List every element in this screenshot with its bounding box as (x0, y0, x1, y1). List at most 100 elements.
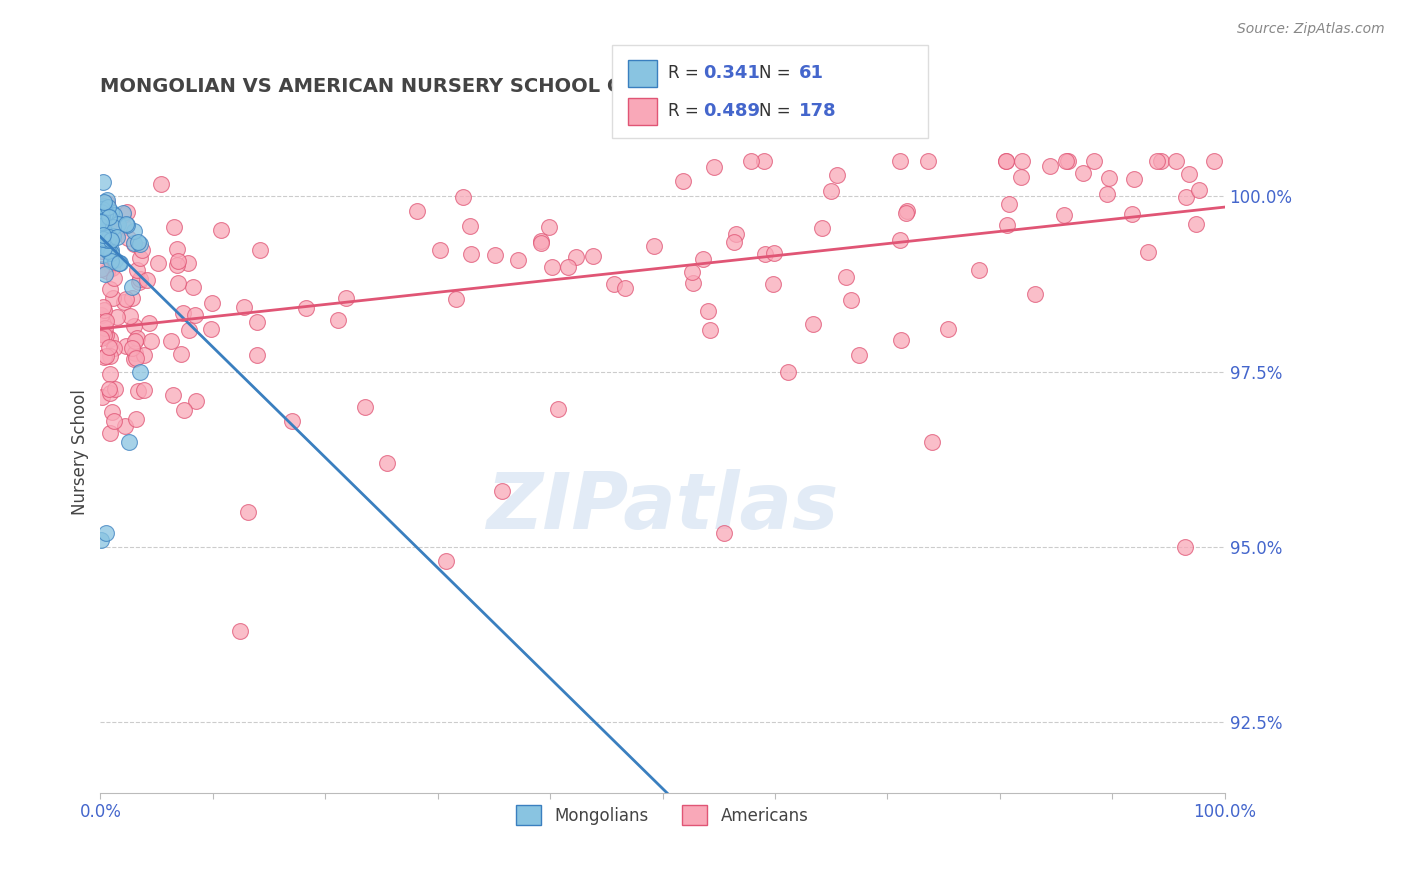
Point (96, 193, 118, 207)
Point (166, 254, 188, 268)
Point (917, 154, 939, 169)
Legend: Mongolians, Americans: Mongolians, Americans (510, 798, 815, 832)
Point (889, 154, 911, 169)
Point (98, 282, 121, 296)
Point (98, 332, 121, 346)
Point (111, 205, 134, 219)
Point (96, 263, 118, 277)
Point (91, 201, 114, 215)
Point (246, 315, 269, 329)
Point (93, 311, 115, 326)
Text: 178: 178 (799, 103, 837, 120)
Point (122, 237, 145, 252)
Point (723, 235, 745, 249)
Point (889, 233, 911, 247)
Point (90, 326, 112, 341)
Point (103, 341, 125, 355)
Point (105, 310, 128, 324)
Point (994, 154, 1017, 169)
Point (557, 260, 579, 274)
Point (129, 272, 152, 286)
Point (117, 218, 139, 232)
Point (811, 220, 834, 235)
Point (98, 426, 121, 441)
Point (967, 263, 990, 277)
Point (146, 255, 169, 269)
Point (697, 304, 720, 318)
Point (122, 224, 145, 238)
Point (98, 367, 121, 381)
Point (90, 209, 112, 223)
Point (150, 177, 173, 191)
Point (1024, 287, 1046, 301)
Point (93, 195, 115, 210)
Point (754, 247, 776, 261)
Point (96, 349, 118, 363)
Point (249, 243, 271, 257)
Point (547, 401, 569, 416)
Text: 61: 61 (799, 64, 824, 82)
Point (91, 301, 114, 315)
Point (713, 526, 735, 541)
Point (96, 233, 118, 247)
Point (93, 351, 115, 365)
Text: MONGOLIAN VS AMERICAN NURSERY SCHOOL CORRELATION CHART: MONGOLIAN VS AMERICAN NURSERY SCHOOL COR… (100, 78, 841, 96)
Point (93, 218, 115, 232)
Point (162, 388, 184, 402)
Point (703, 160, 725, 174)
Y-axis label: Nursery School: Nursery School (72, 389, 89, 516)
Point (103, 414, 125, 428)
Text: 0.489: 0.489 (703, 103, 761, 120)
Point (127, 235, 149, 250)
Point (752, 154, 775, 169)
Point (236, 505, 259, 519)
Point (820, 185, 842, 199)
Point (776, 365, 799, 379)
Point (94, 207, 117, 221)
Point (101, 404, 124, 418)
Point (229, 624, 252, 639)
Point (98, 386, 121, 401)
Point (1056, 154, 1078, 169)
Point (173, 403, 195, 417)
Text: R =: R = (668, 103, 704, 120)
Point (128, 275, 150, 289)
Point (125, 412, 148, 426)
Point (91, 248, 114, 262)
Point (110, 256, 132, 270)
Point (375, 456, 398, 470)
Point (740, 154, 762, 169)
Point (98, 229, 121, 244)
Point (176, 256, 198, 270)
Text: ZIPatlas: ZIPatlas (486, 468, 838, 545)
Point (90, 219, 112, 233)
Point (1164, 154, 1187, 169)
Point (93, 303, 115, 318)
Point (103, 228, 125, 243)
Point (529, 234, 551, 248)
Point (97, 340, 120, 354)
Point (672, 174, 695, 188)
Point (117, 231, 139, 245)
Point (538, 219, 561, 234)
Point (96, 196, 118, 211)
Point (186, 394, 208, 409)
Point (94, 267, 117, 281)
Point (1097, 186, 1119, 201)
Point (209, 223, 232, 237)
Text: N =: N = (759, 64, 796, 82)
Point (112, 295, 135, 310)
Point (100, 233, 122, 247)
Point (91, 226, 114, 240)
Point (97, 244, 120, 258)
Point (91, 202, 114, 217)
Point (429, 243, 451, 257)
Point (763, 245, 786, 260)
Point (104, 252, 127, 267)
Point (132, 348, 155, 362)
Point (160, 334, 183, 348)
Point (484, 248, 506, 262)
Point (97, 243, 120, 257)
Point (1038, 159, 1060, 173)
Text: R =: R = (668, 64, 704, 82)
